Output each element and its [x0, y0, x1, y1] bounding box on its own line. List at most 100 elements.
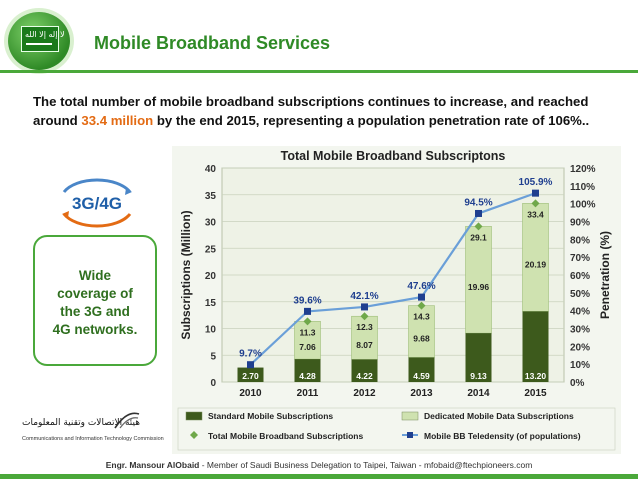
org-name-english: Communications and Information Technolog…: [22, 436, 164, 442]
y-tick-label: 10: [205, 325, 217, 336]
penetration-label: 94.5%: [464, 197, 492, 208]
bar-data-subscriptions: [294, 321, 321, 360]
x-tick-label: 2012: [353, 388, 376, 399]
total-marker: [417, 301, 426, 310]
y2-tick-label: 0%: [570, 378, 585, 389]
penetration-marker: [475, 209, 482, 217]
penetration-label: 9.7%: [239, 349, 262, 360]
y2-tick-label: 10%: [570, 360, 590, 371]
y2-tick-label: 80%: [570, 235, 590, 246]
total-value-label: 12.3: [356, 322, 373, 332]
3g-4g-logo: 3G/4G: [62, 178, 132, 228]
footer-name: Engr. Mansour AlObaid: [105, 460, 200, 470]
header-band: [0, 0, 638, 70]
y2-tick-label: 30%: [570, 325, 590, 336]
bar-standard-subscriptions: [237, 367, 264, 382]
callout-text: Wide coverage of the 3G and 4G networks.: [35, 267, 155, 339]
standard-value-label: 9.13: [470, 371, 487, 381]
penetration-line: [249, 192, 536, 366]
callout-line: the 3G and: [60, 304, 130, 319]
bar-standard-subscriptions: [408, 357, 435, 382]
total-marker: [303, 317, 312, 326]
legend-label: Mobile BB Teledensity (of populations): [424, 431, 581, 441]
legend-box: [177, 407, 616, 451]
x-tick-label: 2014: [467, 388, 490, 399]
logo-arrow-icon: [125, 188, 132, 195]
total-value-label: 14.3: [413, 312, 430, 322]
y2-tick-label: 60%: [570, 271, 590, 282]
y2-tick-label: 20%: [570, 342, 590, 353]
total-marker: [474, 222, 483, 231]
legend-swatch: [401, 411, 419, 421]
sword-icon: [26, 43, 52, 45]
org-name-arabic: هيئة الاتصالات وتقنية المعلومات: [22, 418, 140, 428]
legend-label: Standard Mobile Subscriptions: [208, 411, 333, 421]
data-value-label: 20.19: [525, 259, 547, 269]
penetration-marker: [304, 307, 311, 315]
y2-tick-label: 40%: [570, 307, 590, 318]
y2-axis-label: Penetration (%): [598, 231, 612, 319]
y2-tick-label: 100%: [570, 200, 596, 211]
intro-paragraph: The total number of mobile broadband sub…: [33, 92, 623, 130]
standard-value-label: 2.70: [242, 371, 259, 381]
callout-line: 4G networks.: [52, 322, 138, 337]
penetration-marker: [532, 189, 539, 197]
standard-value-label: 4.59: [413, 371, 430, 381]
data-value-label: 9.68: [413, 334, 430, 344]
penetration-marker: [361, 303, 368, 311]
logo-arc-bottom: [62, 213, 132, 228]
standard-value-label: 4.22: [356, 371, 373, 381]
y2-tick-label: 110%: [570, 182, 595, 193]
x-tick-label: 2011: [297, 388, 319, 399]
legend-label: Total Mobile Broadband Subscriptions: [208, 431, 363, 441]
flag-icon: [21, 26, 59, 52]
x-tick-label: 2013: [410, 388, 433, 399]
penetration-label: 105.9%: [519, 177, 553, 188]
callout-line: coverage of: [57, 286, 133, 301]
total-marker: [360, 312, 369, 321]
penetration-label: 42.1%: [350, 291, 378, 302]
data-value-label: 8.07: [356, 340, 373, 350]
x-tick-label: 2010: [239, 388, 262, 399]
standard-value-label: 13.20: [525, 371, 547, 381]
total-value-label: 29.1: [470, 232, 487, 242]
logo-text: 3G/4G: [72, 194, 122, 213]
chart-title: Total Mobile Broadband Subscriptons: [281, 149, 506, 163]
bar-data-subscriptions: [351, 315, 378, 360]
data-value-label: 19.96: [468, 282, 490, 292]
intro-text-before: The total number of mobile broadband sub…: [33, 94, 589, 128]
y-tick-label: 40: [205, 164, 217, 175]
logo-arrow-icon-2: [62, 211, 69, 218]
bar-data-subscriptions: [522, 203, 549, 312]
bar-data-subscriptions: [465, 226, 492, 334]
y-tick-label: 5: [210, 351, 216, 362]
total-marker: [531, 199, 540, 208]
y-tick-label: 30: [205, 218, 217, 229]
total-value-label: 11.3: [299, 327, 315, 337]
bar-standard-subscriptions: [522, 311, 549, 382]
y-tick-label: 0: [210, 378, 216, 389]
saudi-flag-badge: لا إله إلا الله: [8, 12, 70, 70]
coverage-callout: Wide coverage of the 3G and 4G networks.: [33, 235, 157, 366]
y2-tick-label: 70%: [570, 253, 590, 264]
bar-standard-subscriptions: [294, 359, 321, 382]
footer-band: [0, 474, 638, 479]
total-value-label: 33.4: [527, 209, 544, 219]
bar-standard-subscriptions: [465, 333, 492, 382]
standard-value-label: 4.28: [299, 371, 316, 381]
y2-tick-label: 120%: [570, 164, 596, 175]
flag-text: لا إله إلا الله: [25, 30, 65, 39]
y-axis-label: Subscriptions (Million): [179, 210, 193, 339]
y-tick-label: 20: [205, 271, 217, 282]
penetration-label: 39.6%: [293, 295, 321, 306]
legend-swatch: [407, 432, 413, 438]
broadband-chart: Total Mobile Broadband Subscriptons 0 5 10 1…: [172, 146, 621, 454]
y2-tick-label: 90%: [570, 218, 590, 229]
legend-label: Dedicated Mobile Data Subscriptions: [424, 411, 574, 421]
y-tick-label: 35: [205, 191, 217, 202]
citc-logo-icon: [114, 412, 140, 429]
bar-standard-subscriptions: [351, 359, 378, 382]
footer-rest: - Member of Saudi Business Delegation to…: [199, 460, 533, 470]
logo-arc-top: [62, 178, 132, 193]
y-tick-label: 25: [205, 244, 217, 255]
